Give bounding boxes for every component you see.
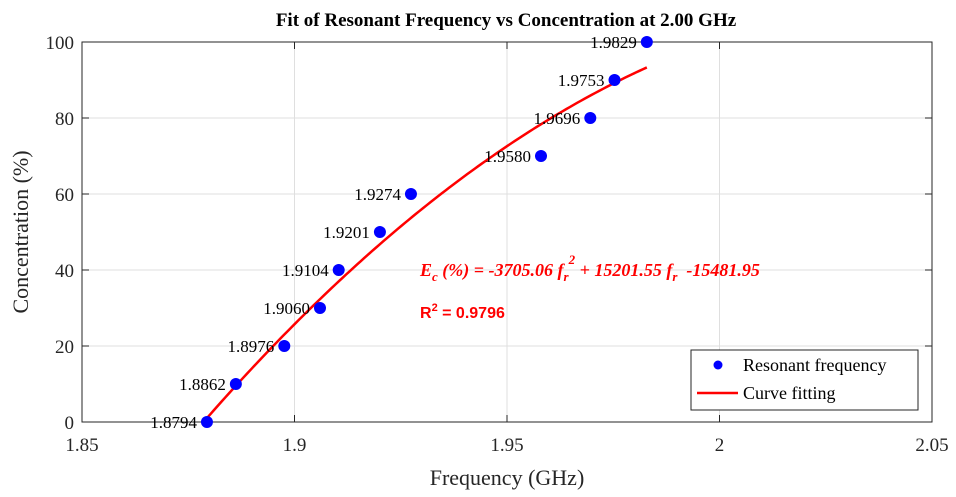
eq-f1: f [558,260,566,280]
y-tick-labels: 0 20 40 60 80 100 [46,33,75,434]
x-tick-label: 2.05 [915,435,948,456]
r2-value: = 0.9796 [438,305,505,322]
eq-lhs-sub: c [432,269,438,284]
point-label: 1.9060 [263,299,310,318]
eq-mid: + 15201.55 [575,260,666,280]
x-tick-label: 2 [715,435,725,456]
scatter-point [229,378,242,390]
r-squared: R2 = 0.9796 [420,302,505,322]
scatter-point [314,302,326,314]
scatter-point [535,150,547,162]
scatter-point [608,74,621,86]
eq-f2-sub: r [672,269,678,284]
scatter-point [404,188,417,200]
legend-label-scatter: Resonant frequency [743,355,886,375]
point-label: 1.8794 [150,413,197,432]
x-tick-label: 1.95 [490,435,523,456]
y-tick-label: 60 [55,185,74,206]
y-tick-label: 0 [65,413,75,434]
point-label: 1.9829 [590,33,637,52]
eq-f2: f [666,260,674,280]
eq-f1-sup: 2 [568,252,576,267]
legend: Resonant frequency Curve fitting [690,349,919,411]
point-label: 1.9696 [534,109,581,128]
eq-lhs-symbol: E [419,260,432,280]
point-label: 1.9201 [323,223,370,242]
eq-f1-sub: r [564,269,570,284]
point-label: 1.8976 [228,337,275,356]
legend-box [690,349,919,411]
x-axis-label: Frequency (GHz) [430,465,585,490]
scatter-point [200,416,213,428]
fit-equation: Ec (%) = -3705.06 fr2 + 15201.55 fr -154… [419,252,760,284]
y-tick-label: 20 [55,337,74,358]
eq-tail: -15481.95 [677,260,760,280]
legend-label-line: Curve fitting [743,383,836,403]
x-tick-labels: 1.85 1.9 1.95 2 2.05 [65,435,948,456]
axis-ticks [81,41,933,423]
r2-label: R [420,305,432,322]
y-tick-label: 100 [46,33,75,54]
scatter-point [373,226,386,238]
y-tick-label: 80 [55,109,74,130]
x-tick-label: 1.85 [65,435,98,456]
chart-title: Fit of Resonant Frequency vs Concentrati… [276,10,737,31]
y-axis-label: Concentration (%) [8,150,33,313]
legend-marker-scatter [713,360,723,370]
grid [82,42,932,422]
point-label: 1.9580 [484,147,531,166]
eq-lhs-rest: (%) = -3705.06 [438,260,558,281]
point-label: 1.9274 [354,185,401,204]
y-tick-label: 40 [55,261,74,282]
point-label: 1.8862 [179,375,226,394]
scatter-point [584,112,597,124]
r2-sup: 2 [432,302,438,314]
point-label: 1.9104 [282,261,329,280]
scatter-point [278,340,291,352]
fit-curve-line [206,66,648,419]
scatter-points [200,36,653,428]
x-tick-label: 1.9 [283,435,307,456]
scatter-point [332,264,345,276]
point-label: 1.9753 [558,71,605,90]
scatter-point [640,36,653,48]
